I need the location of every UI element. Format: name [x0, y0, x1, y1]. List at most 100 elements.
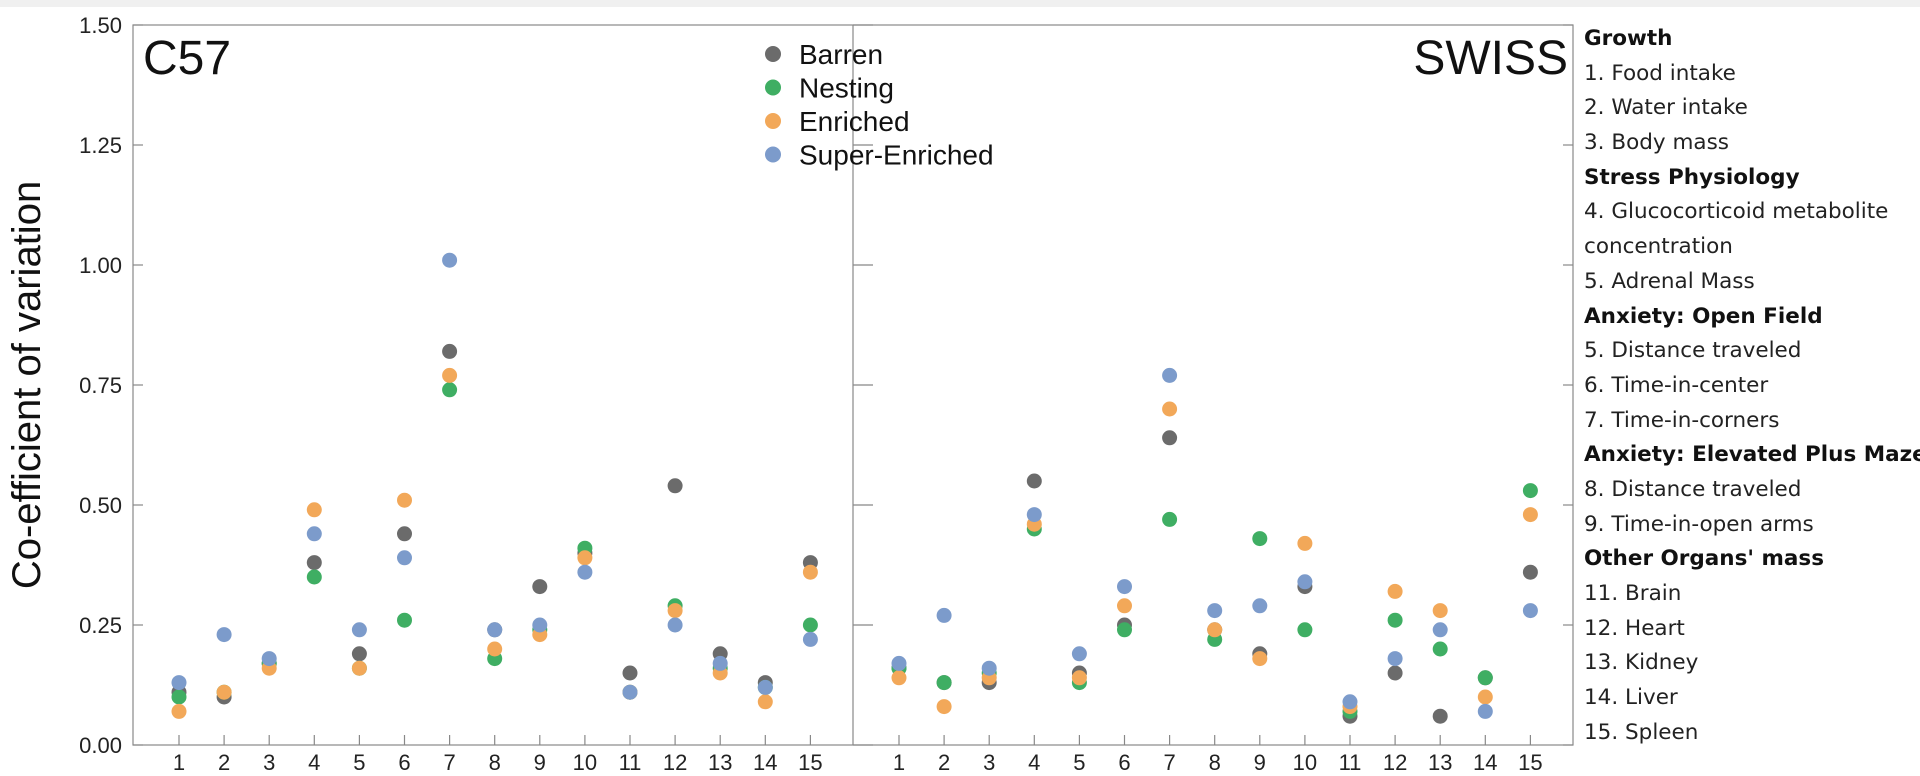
point-swiss-enriched	[1117, 598, 1132, 614]
key-item: 5. Adrenal Mass	[1584, 268, 1755, 294]
point-swiss-nesting	[1162, 511, 1178, 527]
point-c57-super-enriched	[487, 622, 503, 638]
point-swiss-enriched	[1432, 603, 1448, 619]
point-swiss-super-enriched	[1162, 367, 1178, 383]
point-c57-nesting	[802, 617, 818, 633]
measure-key-list: Growth 1. Food intake 2. Water intake 3. Bo…	[1584, 22, 1920, 750]
point-c57-enriched	[397, 492, 412, 508]
y-tick-label: 1.00	[79, 253, 122, 278]
x-tick-label: 15	[798, 750, 822, 775]
legend-marker-enriched	[765, 113, 781, 129]
legend-label-nesting: Nesting	[799, 73, 894, 104]
point-c57-nesting	[306, 569, 322, 585]
key-item: 11. Brain	[1584, 581, 1682, 606]
point-swiss-nesting	[1387, 612, 1403, 628]
point-c57-super-enriched	[351, 622, 367, 638]
point-c57-barren	[306, 555, 322, 571]
key-item: 2. Water intake	[1584, 95, 1748, 121]
y-tick-label: 0.00	[79, 733, 122, 758]
y-tick-label: 0.25	[79, 613, 122, 638]
point-c57-enriched	[442, 367, 458, 383]
key-item: 15. Spleen	[1584, 719, 1699, 745]
point-c57-enriched	[667, 603, 683, 619]
point-swiss-nesting	[936, 675, 952, 691]
legend-label-super-enriched: Super-Enriched	[799, 140, 994, 171]
point-swiss-super-enriched	[1477, 703, 1493, 719]
point-c57-barren	[442, 343, 458, 359]
top-bar	[0, 0, 1920, 7]
y-tick-label: 1.25	[79, 133, 122, 158]
point-swiss-enriched	[1297, 535, 1313, 551]
point-c57-enriched	[171, 703, 187, 719]
point-c57-barren	[667, 478, 683, 494]
point-c57-super-enriched	[397, 550, 412, 566]
point-c57-enriched	[802, 564, 818, 580]
point-swiss-super-enriched	[1071, 646, 1087, 662]
point-c57-super-enriched	[532, 617, 548, 633]
point-swiss-super-enriched	[981, 660, 997, 676]
point-c57-enriched	[351, 660, 367, 676]
x-tick-label: 4	[1028, 750, 1040, 775]
x-tick-label: 9	[1254, 750, 1266, 775]
x-tick-label: 8	[489, 750, 501, 775]
key-item: 13. Kidney	[1584, 650, 1699, 676]
point-c57-super-enriched	[667, 617, 683, 633]
x-tick-label: 11	[619, 750, 642, 775]
point-c57-super-enriched	[622, 684, 638, 700]
point-swiss-nesting	[1522, 483, 1538, 499]
x-tick-label: 11	[1339, 750, 1362, 775]
x-tick-label: 8	[1209, 750, 1221, 775]
y-axis-label: Co-efficient of variation	[5, 181, 49, 589]
x-tick-label: 2	[218, 750, 230, 775]
point-swiss-nesting	[1477, 670, 1493, 686]
x-tick-label: 4	[308, 750, 320, 775]
point-swiss-barren	[1026, 473, 1042, 489]
x-tick-label: 9	[534, 750, 546, 775]
point-swiss-super-enriched	[1252, 598, 1268, 614]
cv-scatter-chart: 0.000.250.500.751.001.251.501 2 3 4 5 6 7 8 9 10 1…	[5, 13, 1574, 775]
point-c57-enriched	[577, 550, 593, 566]
x-tick-label: 2	[938, 750, 950, 775]
legend-label-barren: Barren	[799, 39, 883, 70]
x-tick-label: 7	[1163, 750, 1175, 775]
point-c57-nesting	[442, 382, 458, 398]
panel-title-left: C57	[143, 32, 231, 85]
point-c57-barren	[532, 579, 548, 595]
point-c57-super-enriched	[261, 651, 277, 667]
y-tick-label: 0.75	[79, 373, 122, 398]
key-heading: Anxiety: Open Field	[1584, 303, 1823, 329]
point-swiss-barren	[1432, 708, 1448, 724]
x-tick-label: 3	[263, 750, 275, 775]
point-swiss-enriched	[1387, 583, 1403, 599]
point-c57-nesting	[171, 689, 187, 705]
key-item: 8. Distance traveled	[1584, 476, 1802, 502]
point-c57-barren	[622, 665, 638, 681]
point-swiss-enriched	[1252, 651, 1268, 667]
point-c57-barren	[351, 646, 367, 662]
point-swiss-enriched	[1207, 622, 1223, 638]
point-swiss-super-enriched	[1522, 603, 1538, 619]
key-item: 7. Time-in-corners	[1584, 407, 1780, 433]
point-swiss-barren	[1522, 564, 1538, 580]
x-tick-label: 12	[1383, 750, 1407, 775]
legend-label-enriched: Enriched	[799, 106, 910, 137]
key-item: 4. Glucocorticoid metabolite	[1584, 199, 1889, 225]
point-swiss-barren	[1387, 665, 1403, 681]
point-swiss-enriched	[1522, 507, 1538, 523]
point-c57-super-enriched	[577, 564, 593, 580]
point-c57-barren	[397, 526, 412, 542]
point-swiss-super-enriched	[891, 655, 907, 671]
legend-marker-barren	[765, 46, 781, 62]
point-swiss-super-enriched	[1297, 574, 1313, 590]
point-swiss-super-enriched	[1432, 622, 1448, 638]
point-swiss-enriched	[891, 670, 907, 686]
x-tick-label: 14	[1473, 750, 1497, 775]
key-item: 5. Distance traveled	[1584, 338, 1802, 364]
point-swiss-nesting	[1252, 531, 1268, 547]
x-tick-label: 3	[983, 750, 995, 775]
key-item: 3. Body mass	[1584, 130, 1729, 156]
panel-title-right: SWISS	[1413, 32, 1568, 85]
point-swiss-enriched	[1477, 689, 1493, 705]
point-c57-nesting	[397, 612, 412, 628]
point-swiss-super-enriched	[1026, 507, 1042, 523]
